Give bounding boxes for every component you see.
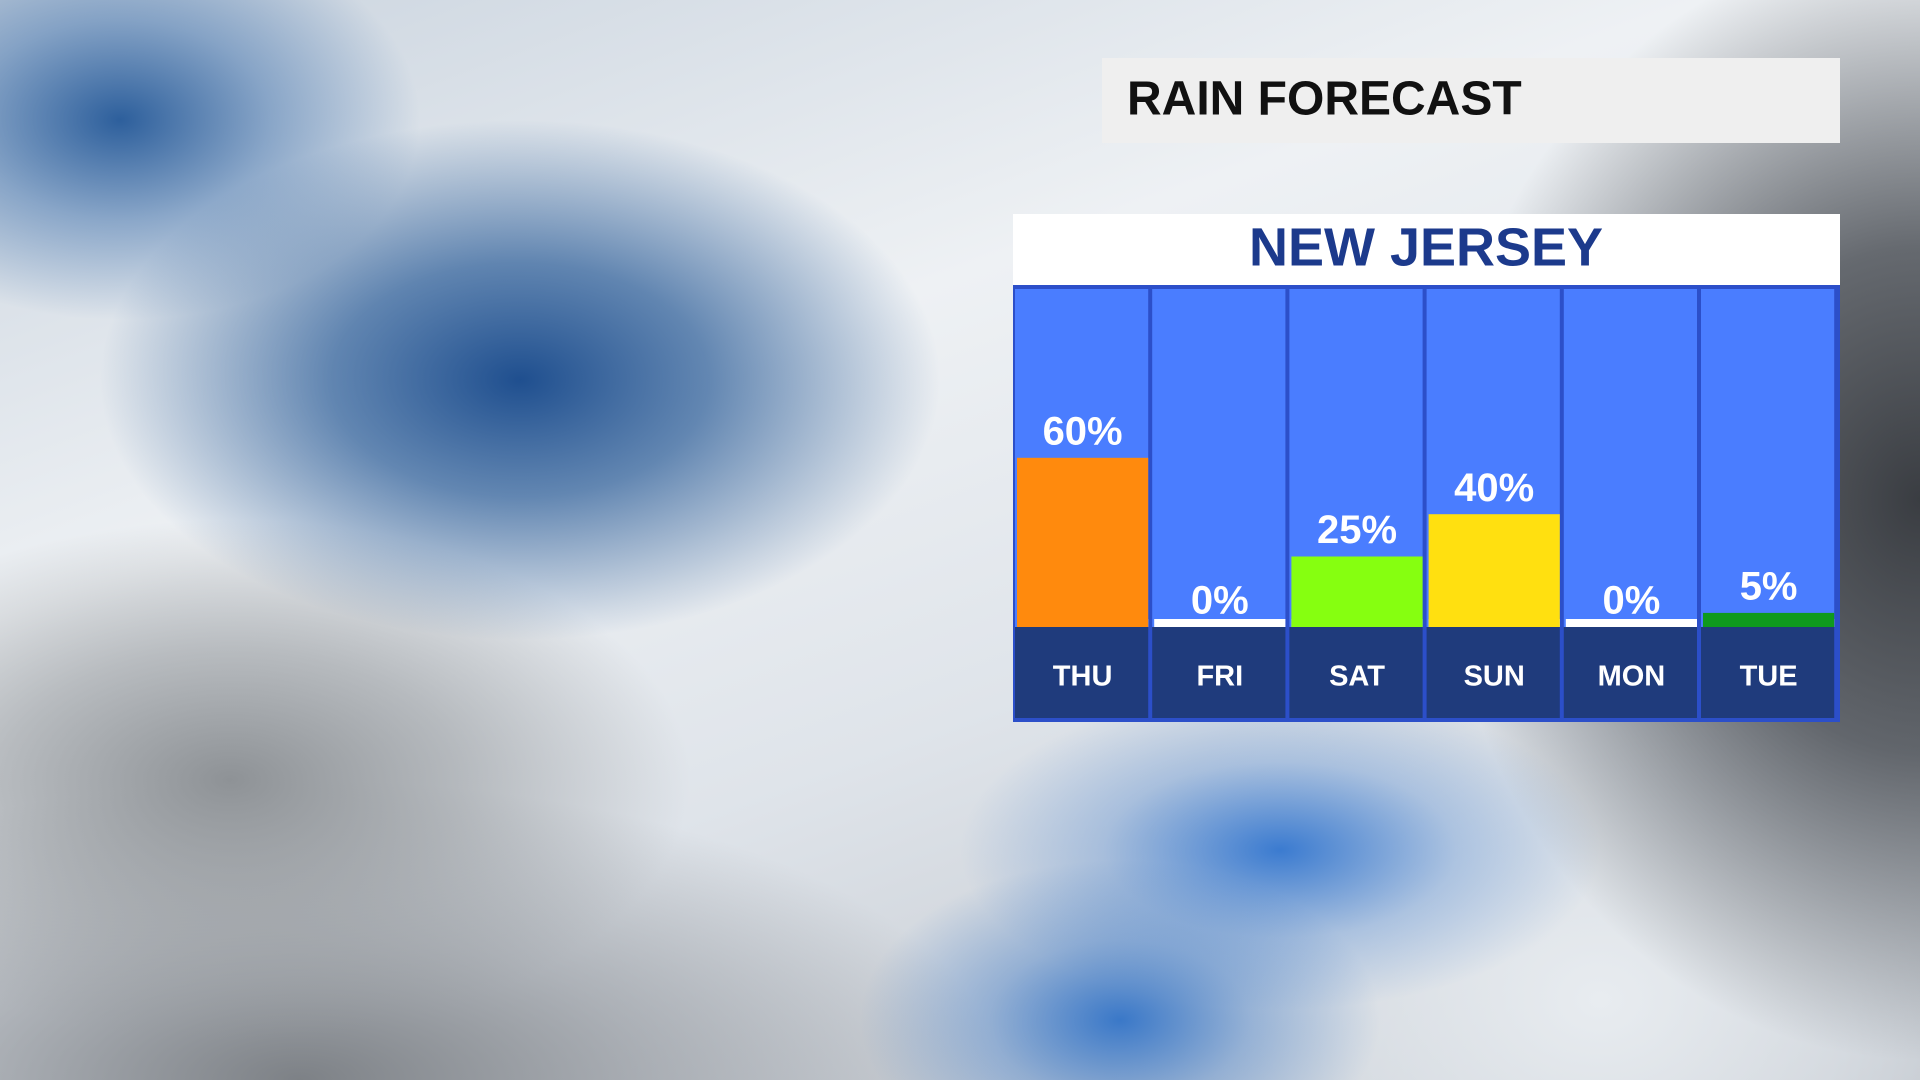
bar <box>1428 514 1560 627</box>
value-label: 5% <box>1740 564 1798 608</box>
value-label: 25% <box>1317 508 1397 552</box>
bar <box>1017 457 1149 627</box>
chart-title: RAIN FORECAST <box>1127 73 1522 126</box>
column <box>1701 289 1835 627</box>
chart-subtitle: NEW JERSEY <box>1249 217 1603 277</box>
x-tick-label: FRI <box>1196 661 1243 693</box>
day-box <box>1563 627 1697 718</box>
value-label: 60% <box>1043 409 1123 453</box>
day-box <box>1152 627 1286 718</box>
x-tick-label: SUN <box>1464 661 1525 693</box>
x-tick-label: MON <box>1598 661 1666 693</box>
header-box <box>1013 214 1840 285</box>
bar <box>1291 556 1423 627</box>
x-tick-label: SAT <box>1329 661 1385 693</box>
value-label: 0% <box>1191 579 1249 623</box>
day-box <box>1289 627 1423 718</box>
baseline <box>1154 619 1286 627</box>
day-box <box>1426 627 1560 718</box>
x-tick-label: THU <box>1053 661 1113 693</box>
bar <box>1703 612 1835 627</box>
title-box <box>1102 58 1840 143</box>
column <box>1152 289 1286 627</box>
value-label: 0% <box>1602 579 1660 623</box>
baseline <box>1565 619 1697 627</box>
x-tick-label: TUE <box>1740 661 1798 693</box>
day-box <box>1015 627 1149 718</box>
columns: 60% THU 0% FRI 25% SAT 40% SUN 0% MON 5% TUE <box>1015 289 1835 718</box>
value-label: 40% <box>1454 466 1534 510</box>
column <box>1563 289 1697 627</box>
day-box <box>1701 627 1835 718</box>
